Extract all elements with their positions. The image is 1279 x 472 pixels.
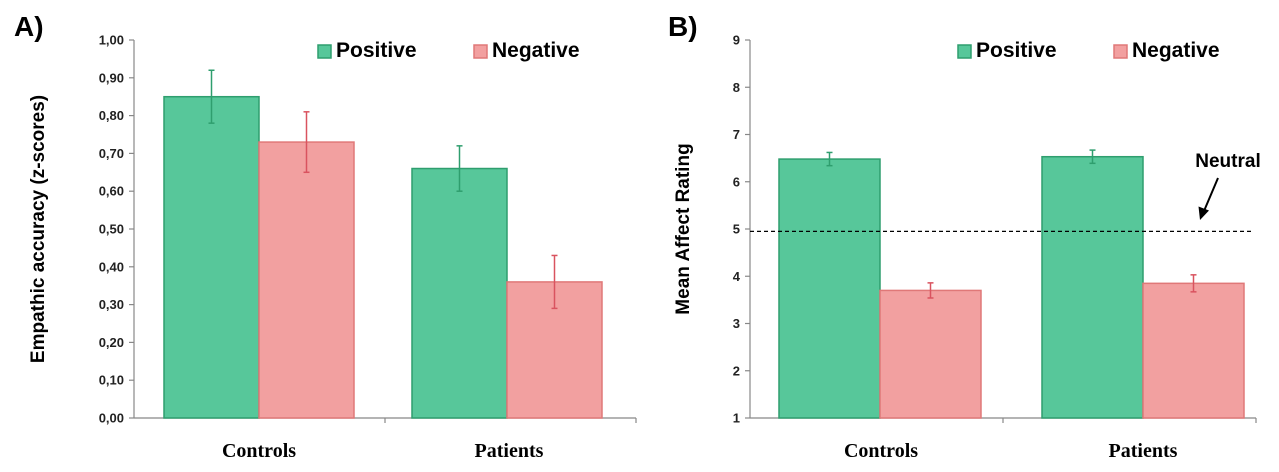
legend-swatch-positive (957, 44, 972, 59)
neutral-annotation: Neutral (1195, 151, 1260, 172)
y-tick-label: 0,30 (99, 297, 124, 312)
neutral-arrow-shaft (1203, 177, 1219, 212)
y-tick-label: 1 (733, 411, 740, 426)
bar-positive-patients (411, 167, 508, 419)
y-tick-label: 0,00 (99, 411, 124, 426)
legend-swatch-negative (1113, 44, 1128, 59)
y-tick-label: 0,80 (99, 108, 124, 123)
y-axis-title: Empathic accuracy (z-scores) (28, 95, 49, 363)
y-tick-label: 0,40 (99, 259, 124, 274)
bar-positive-patients (1041, 155, 1144, 419)
category-label: Patients (475, 440, 544, 462)
legend-label-positive: Positive (976, 39, 1057, 62)
y-axis-title: Mean Affect Rating (673, 143, 694, 314)
y-tick-label: 0,60 (99, 184, 124, 199)
y-tick-label: 0,20 (99, 335, 124, 350)
y-tick-label: 8 (733, 80, 740, 95)
category-label: Patients (1109, 440, 1178, 462)
legend-swatch-negative (473, 44, 488, 59)
y-tick-label: 3 (733, 316, 740, 331)
y-tick-label: 1,00 (99, 33, 124, 48)
legend-label-negative: Negative (492, 39, 580, 62)
bar-negative-patients (1142, 282, 1245, 419)
bar-negative-controls (258, 141, 355, 419)
y-tick-label: 9 (733, 33, 740, 48)
legend-label-negative: Negative (1132, 39, 1220, 62)
bar-positive-controls (778, 158, 881, 419)
category-label: Controls (844, 440, 918, 462)
bar-negative-controls (879, 289, 982, 419)
y-tick-label: 0,90 (99, 70, 124, 85)
panel-label: A) (14, 11, 44, 42)
y-tick-label: 5 (733, 222, 740, 237)
legend-label-positive: Positive (336, 39, 417, 62)
y-tick-label: 0,50 (99, 222, 124, 237)
panel-label: B) (668, 11, 698, 42)
y-tick-label: 6 (733, 174, 740, 189)
y-tick-label: 0,70 (99, 146, 124, 161)
y-tick-label: 7 (733, 127, 740, 142)
y-tick-label: 4 (733, 269, 741, 284)
y-tick-label: 2 (733, 363, 740, 378)
legend-swatch-positive (317, 44, 332, 59)
category-label: Controls (222, 440, 296, 462)
y-tick-label: 0,10 (99, 373, 124, 388)
bar-positive-controls (163, 95, 260, 419)
neutral-arrow-head (1198, 206, 1209, 220)
